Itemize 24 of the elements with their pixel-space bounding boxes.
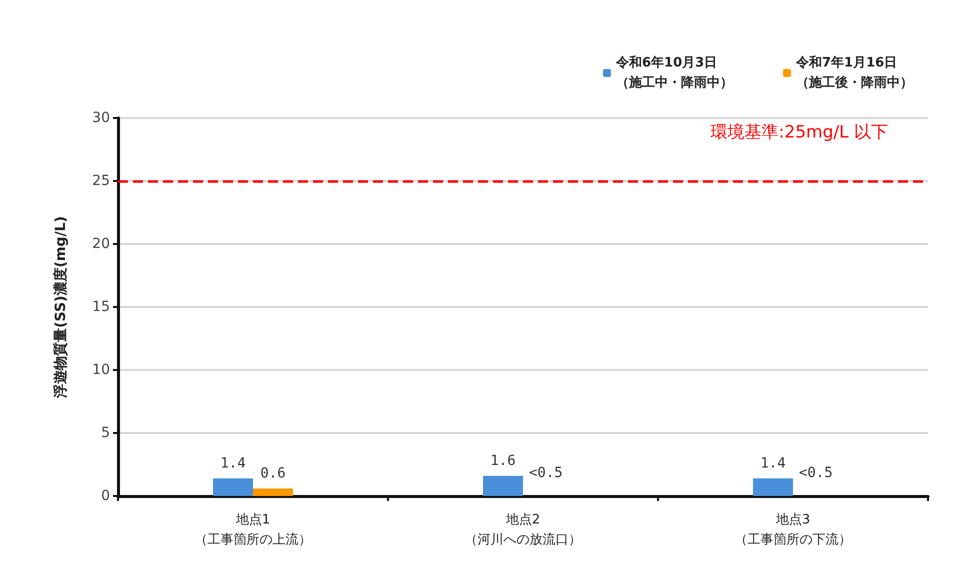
x-tick-label: 地点3 （工事箇所の下流）: [734, 512, 852, 548]
data-label: 1.4: [220, 455, 246, 472]
data-label: 1.6: [490, 452, 516, 469]
y-tick-label: 20: [92, 236, 110, 252]
x-tick-label: 地点1 （工事箇所の上流）: [194, 512, 312, 548]
y-tick-label: 30: [92, 110, 110, 126]
ref-line-label: 環境基準:25mg/L 以下: [710, 122, 888, 142]
y-tick-label: 15: [92, 299, 110, 315]
bar: [753, 478, 793, 496]
text: <0.5: [529, 465, 563, 481]
y-tick-label: 10: [92, 362, 110, 378]
legend-label: 令和7年1月16日（施工後・降雨中）: [795, 54, 913, 90]
data-label: 1.4: [760, 455, 786, 472]
bar: [483, 476, 523, 496]
bar: [253, 488, 293, 496]
y-axis-title: 浮遊物質量(SS)濃度(mg/L): [52, 216, 69, 399]
y-tick-label: 25: [92, 173, 110, 189]
x-tick-label: 地点2 （河川への放流口）: [464, 512, 582, 548]
data-label: 0.6: [260, 465, 286, 482]
y-tick-label: 5: [101, 425, 110, 441]
text: <0.5: [799, 465, 833, 481]
bar: [213, 478, 253, 496]
legend-label: 令和6年10月3日（施工中・降雨中）: [615, 54, 733, 90]
y-tick-label: 0: [101, 488, 110, 504]
